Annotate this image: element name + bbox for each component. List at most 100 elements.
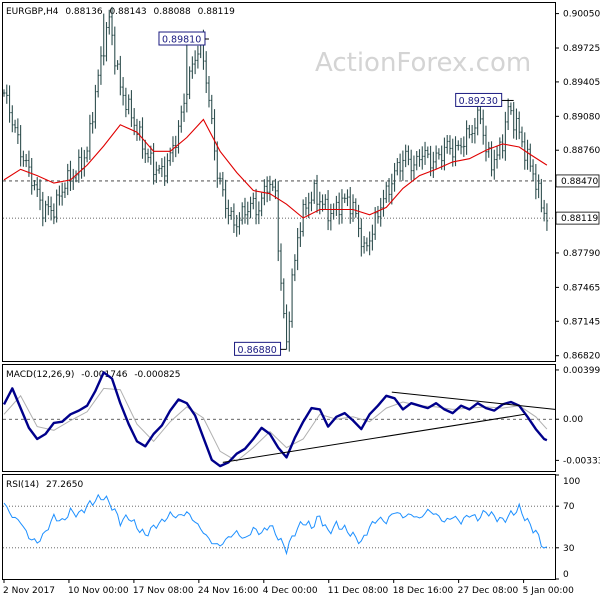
price-bar bbox=[218, 172, 222, 185]
price-bar bbox=[2, 89, 6, 97]
price-bar bbox=[232, 203, 236, 233]
price-bar bbox=[490, 141, 493, 177]
price-bar bbox=[91, 111, 94, 134]
price-bar bbox=[110, 6, 114, 46]
price-annotation-label: 0.89230 bbox=[459, 96, 498, 107]
price-bar bbox=[346, 189, 349, 207]
price-bar bbox=[531, 159, 535, 181]
price-bar bbox=[41, 191, 44, 227]
price-bar bbox=[80, 147, 83, 179]
price-y-tick-label: 0.88119 bbox=[561, 214, 598, 224]
price-bar bbox=[279, 243, 283, 291]
price-y-tick-label: 0.90050 bbox=[563, 10, 600, 20]
price-bar bbox=[495, 145, 499, 169]
price-bar bbox=[166, 153, 169, 184]
price-bar bbox=[229, 207, 233, 220]
price-bar bbox=[146, 148, 150, 163]
price-plot: 0.89810 0.89230 0.86880 bbox=[2, 6, 555, 356]
price-bar bbox=[537, 174, 540, 199]
price-y-tick-label: 0.87465 bbox=[563, 283, 600, 293]
price-bar bbox=[296, 227, 299, 271]
price-bar bbox=[379, 197, 382, 227]
x-tick-label: 17 Nov 08:00 bbox=[133, 586, 194, 596]
macd-name: MACD(12,26,9) bbox=[6, 370, 74, 380]
price-bar bbox=[152, 143, 155, 185]
price-bar bbox=[457, 140, 460, 151]
price-bar bbox=[307, 192, 310, 219]
rsi-panel-frame bbox=[2, 474, 556, 580]
x-tick-label: 24 Nov 16:00 bbox=[198, 586, 259, 596]
price-bar bbox=[476, 102, 479, 136]
price-bar bbox=[409, 149, 413, 181]
x-tick-label: 11 Dec 08:00 bbox=[328, 586, 389, 596]
price-bar bbox=[238, 212, 241, 235]
x-tick-label: 5 Jan 00:00 bbox=[523, 586, 575, 596]
price-bar bbox=[221, 171, 225, 197]
price-bar bbox=[540, 178, 543, 213]
price-bar bbox=[360, 218, 363, 257]
price-bar bbox=[36, 177, 39, 198]
rsi-plot bbox=[3, 493, 555, 556]
price-bar bbox=[509, 102, 513, 115]
price-bar bbox=[94, 84, 97, 129]
price-bar bbox=[421, 146, 424, 170]
macd-header: MACD(12,26,9) -0.001746 -0.000825 bbox=[6, 370, 181, 380]
price-bar bbox=[437, 148, 441, 160]
price-bar bbox=[512, 101, 515, 139]
price-bar bbox=[470, 124, 474, 144]
macd-y-tick-label: 0.00 bbox=[563, 415, 583, 425]
price-bar bbox=[22, 150, 25, 167]
price-bar bbox=[479, 104, 482, 125]
price-y-tick-label: 0.87145 bbox=[563, 317, 600, 327]
price-bar bbox=[335, 195, 338, 216]
price-bar bbox=[88, 114, 92, 160]
rsi-y-tick-label: 30 bbox=[563, 544, 575, 554]
price-bar bbox=[326, 190, 330, 231]
price-bar bbox=[443, 137, 446, 171]
macd-plot bbox=[2, 371, 556, 468]
price-bar bbox=[246, 201, 249, 225]
rsi-y-tick-label: 100 bbox=[563, 477, 580, 487]
price-bar bbox=[268, 175, 272, 201]
price-bar bbox=[33, 180, 36, 191]
price-bar bbox=[542, 199, 546, 222]
macd-signal-line bbox=[3, 387, 548, 462]
price-bar bbox=[315, 174, 319, 213]
price-bar bbox=[526, 139, 529, 170]
rsi-value: 27.2650 bbox=[46, 480, 83, 490]
price-bar bbox=[13, 119, 17, 133]
price-bar bbox=[52, 203, 56, 225]
price-bar bbox=[182, 93, 186, 122]
price-bar bbox=[224, 179, 227, 219]
price-bar bbox=[398, 153, 402, 180]
rsi-line bbox=[3, 493, 548, 556]
price-bar bbox=[58, 185, 61, 206]
price-bar bbox=[130, 90, 133, 127]
price-bar bbox=[412, 155, 416, 181]
price-bar bbox=[534, 164, 538, 200]
price-bar bbox=[163, 156, 166, 186]
price-bar bbox=[393, 162, 396, 192]
price-bar bbox=[401, 150, 405, 181]
price-bar bbox=[318, 191, 321, 215]
price-bar bbox=[24, 153, 28, 168]
price-bar bbox=[99, 46, 103, 85]
price-bar bbox=[191, 56, 194, 79]
price-bar bbox=[196, 45, 200, 69]
price-bar bbox=[349, 187, 352, 224]
x-tick-label: 4 Dec 00:00 bbox=[263, 586, 318, 596]
price-bar bbox=[357, 204, 360, 238]
high-value: 0.88143 bbox=[109, 7, 146, 17]
price-bar bbox=[257, 201, 261, 225]
price-bar bbox=[19, 125, 22, 167]
price-bar bbox=[60, 182, 64, 206]
price-y-tick-label: 0.89725 bbox=[563, 44, 600, 54]
price-bar bbox=[160, 158, 164, 178]
price-bar bbox=[55, 189, 58, 223]
price-bar bbox=[354, 198, 357, 218]
price-bar bbox=[193, 50, 197, 75]
price-y-tick-label: 0.86820 bbox=[563, 352, 600, 362]
price-bar bbox=[459, 137, 463, 155]
price-bar bbox=[252, 192, 255, 210]
macd-y-tick-label: -0.003339 bbox=[563, 456, 600, 466]
